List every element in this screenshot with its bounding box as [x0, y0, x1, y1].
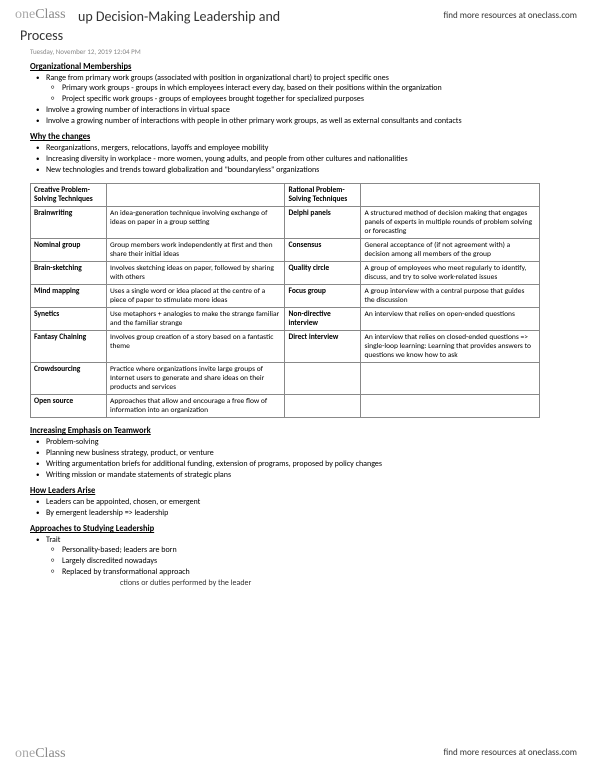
list-item: Personality-based; leaders are born — [62, 545, 575, 555]
list-item: Range from primary work groups (associat… — [46, 73, 575, 104]
cell-def: Practice where organizations invite larg… — [107, 363, 285, 395]
resources-link-top[interactable]: find more resources at oneclass.com — [444, 10, 577, 21]
heading-teamwork: Increasing Emphasis on Teamwork — [20, 426, 575, 436]
cell-def: An interview that relies on open-ended q… — [361, 308, 540, 331]
cell-def — [361, 395, 540, 418]
list-approaches: Trait Personality-based; leaders are bor… — [20, 535, 575, 577]
list-item: Project specific work groups - groups of… — [62, 94, 575, 104]
list-item: Writing argumentation briefs for additio… — [46, 459, 575, 469]
cell-term: Quality circle — [285, 262, 361, 285]
cutoff-text: ctions or duties performed by the leader — [20, 578, 575, 588]
cell-def: Use metaphors + analogies to make the st… — [107, 308, 285, 331]
list-teamwork: Problem-solving Planning new business st… — [20, 437, 575, 480]
table-row: Open source Approaches that allow and en… — [31, 395, 540, 418]
table-row: Brainwriting An idea-generation techniqu… — [31, 207, 540, 239]
list-item: Reorganizations, mergers, relocations, l… — [46, 143, 575, 153]
brand-class: Class — [35, 746, 65, 761]
cell-def: Uses a single word or idea placed at the… — [107, 285, 285, 308]
list-item: Problem-solving — [46, 437, 575, 447]
cell-term: Mind mapping — [31, 285, 107, 308]
cell-term: Open source — [31, 395, 107, 418]
list-item: Increasing diversity in workplace - more… — [46, 154, 575, 164]
brand-logo-bottom: oneClass — [15, 746, 66, 762]
cell-term: Synetics — [31, 308, 107, 331]
cell-def: General acceptance of (if not agreement … — [361, 239, 540, 262]
cell-def: Group members work independently at firs… — [107, 239, 285, 262]
list-item: Primary work groups - groups in which em… — [62, 83, 575, 93]
table-row: Brain-sketching Involves sketching ideas… — [31, 262, 540, 285]
cell-def: Involves sketching ideas on paper, follo… — [107, 262, 285, 285]
heading-org-memberships: Organizational Memberships — [20, 62, 575, 72]
resources-link-bottom[interactable]: find more resources at oneclass.com — [444, 747, 577, 758]
col-header: Rational Problem-Solving Techniques — [285, 184, 361, 207]
cell-term: Focus group — [285, 285, 361, 308]
cell-def: Approaches that allow and encourage a fr… — [107, 395, 285, 418]
heading-leaders-arise: How Leaders Arise — [20, 486, 575, 496]
col-spacer — [361, 184, 540, 207]
cell-term: Brainwriting — [31, 207, 107, 239]
col-header: Creative Problem-Solving Techniques — [31, 184, 107, 207]
list-item: Writing mission or mandate statements of… — [46, 470, 575, 480]
cell-term: Fantasy Chaining — [31, 331, 107, 363]
cell-def — [361, 363, 540, 395]
list-item: Leaders can be appointed, chosen, or eme… — [46, 497, 575, 507]
table-row: Nominal group Group members work indepen… — [31, 239, 540, 262]
brand-one: one — [15, 7, 35, 22]
cell-term: Non-directive interview — [285, 308, 361, 331]
cell-def: An idea-generation technique involving e… — [107, 207, 285, 239]
cell-term — [285, 363, 361, 395]
cell-def: A structured method of decision making t… — [361, 207, 540, 239]
cell-term: Consensus — [285, 239, 361, 262]
techniques-table: Creative Problem-Solving Techniques Rati… — [30, 183, 540, 418]
cell-term: Delphi panels — [285, 207, 361, 239]
brand-class: Class — [35, 7, 65, 22]
text: Trait — [46, 535, 60, 545]
heading-why-changes: Why the changes — [20, 132, 575, 142]
list-item: Involve a growing number of interactions… — [46, 116, 575, 126]
cell-term: Crowdsourcing — [31, 363, 107, 395]
table-row: Mind mapping Uses a single word or idea … — [31, 285, 540, 308]
document-page: up Decision-Making Leadership and Proces… — [0, 0, 595, 612]
timestamp: Tuesday, November 12, 2019 12:04 PM — [20, 47, 575, 56]
cell-def: An interview that relies on closed-ended… — [361, 331, 540, 363]
table-row: Fantasy Chaining Involves group creation… — [31, 331, 540, 363]
text: Range from primary work groups (associat… — [46, 73, 389, 83]
list-item: Planning new business strategy, product,… — [46, 448, 575, 458]
list-item: New technologies and trends toward globa… — [46, 165, 575, 175]
cell-term — [285, 395, 361, 418]
cell-def: A group of employees who meet regularly … — [361, 262, 540, 285]
cell-term: Brain-sketching — [31, 262, 107, 285]
cell-term: Nominal group — [31, 239, 107, 262]
table-header-row: Creative Problem-Solving Techniques Rati… — [31, 184, 540, 207]
list-item: By emergent leadership => leadership — [46, 508, 575, 518]
list-leaders-arise: Leaders can be appointed, chosen, or eme… — [20, 497, 575, 518]
table-row: Synetics Use metaphors + analogies to ma… — [31, 308, 540, 331]
list-item: Largely discredited nowadays — [62, 556, 575, 566]
heading-approaches: Approaches to Studying Leadership — [20, 524, 575, 534]
list-org-memberships: Range from primary work groups (associat… — [20, 73, 575, 126]
page-title-line2: Process — [20, 27, 575, 44]
col-spacer — [107, 184, 285, 207]
brand-one: one — [15, 746, 35, 761]
brand-logo-top: oneClass — [15, 7, 66, 23]
cell-def: A group interview with a central purpose… — [361, 285, 540, 308]
list-item: Replaced by transformational approach — [62, 567, 575, 577]
cell-term: Direct interview — [285, 331, 361, 363]
cell-def: Involves group creation of a story based… — [107, 331, 285, 363]
list-item: Involve a growing number of interactions… — [46, 105, 575, 115]
list-item: Trait Personality-based; leaders are bor… — [46, 535, 575, 577]
table-row: Crowdsourcing Practice where organizatio… — [31, 363, 540, 395]
list-why-changes: Reorganizations, mergers, relocations, l… — [20, 143, 575, 175]
